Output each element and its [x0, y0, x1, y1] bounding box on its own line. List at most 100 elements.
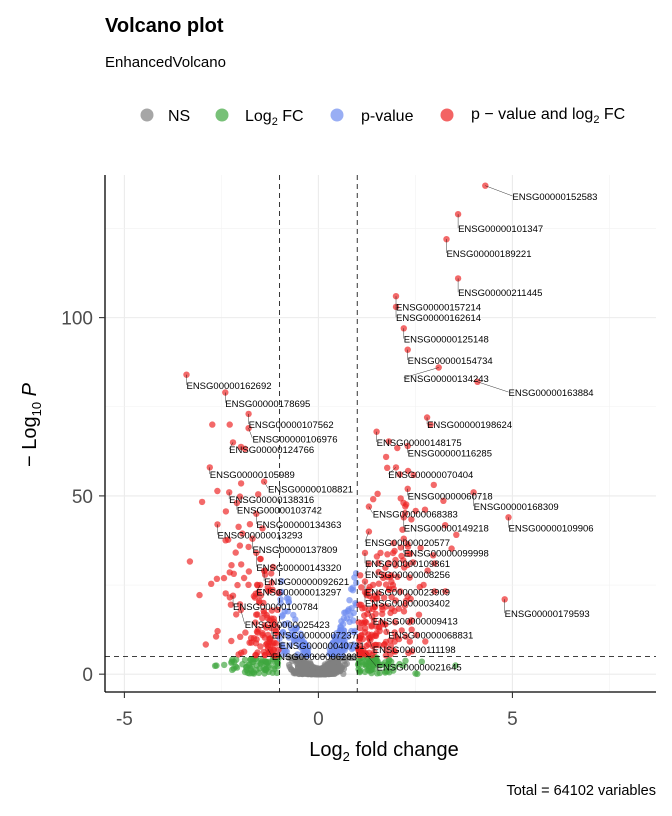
point-pvalue-and-fc: [227, 601, 235, 608]
point-fc: [265, 668, 272, 676]
gene-label-ENSG00000025423: ENSG00000025423: [245, 620, 330, 631]
point-fc: [374, 661, 381, 668]
point-pvalue-and-fc: [252, 651, 260, 659]
gene-label-ENSG00000109861: ENSG00000109861: [365, 559, 450, 570]
point-pvalue-and-fc: [209, 421, 216, 428]
legend-label-pvalue: p-value: [361, 108, 414, 125]
point-pvalue-and-fc: [375, 590, 382, 597]
point-pvalue-and-fc: [246, 521, 254, 528]
point-pvalue-and-fc: [237, 633, 244, 640]
point-pvalue: [277, 596, 284, 603]
point-pvalue-and-fc: [259, 525, 266, 532]
point-pvalue-and-fc: [431, 588, 438, 595]
point-pvalue-and-fc: [222, 590, 229, 597]
legend: NS Log2 FC p-value p − value and log2 FC: [140, 106, 625, 128]
point-pvalue-and-fc: [392, 619, 399, 626]
point-pvalue: [283, 594, 291, 602]
point-pvalue-and-fc: [371, 603, 379, 611]
point-pvalue-and-fc: [259, 615, 266, 622]
point-fc: [221, 661, 228, 669]
point-pvalue-and-fc: [274, 606, 281, 613]
point-ENSG00000157214: [392, 293, 400, 300]
point-pvalue: [346, 597, 353, 604]
point-pvalue-and-fc: [398, 552, 405, 560]
point-pvalue-and-fc: [372, 632, 379, 639]
gene-label-ENSG00000092621: ENSG00000092621: [264, 577, 349, 588]
point-pvalue-and-fc: [392, 562, 399, 569]
gene-label-ENSG00000168309: ENSG00000168309: [474, 502, 559, 513]
point-pvalue-and-fc: [245, 543, 252, 551]
point-pvalue-and-fc: [253, 611, 260, 618]
point-pvalue-and-fc: [396, 471, 403, 478]
point-pvalue-and-fc: [381, 641, 388, 648]
point-pvalue-and-fc: [409, 559, 417, 566]
gridlines: [105, 175, 656, 692]
gene-label-ENSG00000068383: ENSG00000068383: [373, 509, 458, 520]
point-pvalue-and-fc: [196, 591, 203, 599]
gene-label-ENSG00000020577: ENSG00000020577: [365, 538, 450, 549]
point-pvalue: [350, 629, 358, 636]
point-pvalue-and-fc: [256, 555, 264, 563]
gene-label-ENSG00000108821: ENSG00000108821: [268, 484, 353, 495]
point-ENSG00000100784: [229, 592, 237, 599]
point-pvalue-and-fc: [268, 607, 276, 614]
point-pvalue-and-fc: [198, 498, 206, 506]
chart-title: Volcano plot: [105, 15, 224, 37]
point-pvalue-and-fc: [257, 643, 264, 650]
label-connector: [248, 428, 253, 439]
point-pvalue-and-fc: [268, 570, 275, 577]
point-pvalue-and-fc: [399, 526, 406, 533]
point-pvalue-and-fc: [208, 580, 215, 587]
point-pvalue-and-fc: [382, 564, 389, 571]
point-pvalue-and-fc: [373, 553, 381, 560]
point-pvalue-and-fc: [357, 601, 365, 608]
point-pvalue-and-fc: [269, 563, 277, 571]
point-pvalue-and-fc: [230, 570, 237, 577]
point-pvalue-and-fc: [239, 530, 246, 537]
point-fc: [414, 670, 421, 678]
point-pvalue-and-fc: [214, 487, 221, 495]
gene-label-ENSG00000149218: ENSG00000149218: [404, 524, 489, 535]
point-pvalue-and-fc: [368, 613, 376, 620]
point-pvalue-and-fc: [255, 491, 262, 498]
point-fc: [388, 658, 395, 665]
point-pvalue-and-fc: [442, 588, 449, 595]
point-pvalue: [340, 627, 347, 634]
point-pvalue: [303, 648, 311, 655]
point-ns: [340, 665, 348, 672]
point-fc: [390, 667, 397, 674]
label-connector: [485, 185, 513, 197]
point-pvalue-and-fc: [275, 646, 282, 653]
legend-label-fc: Log2 FC: [245, 108, 304, 128]
legend-swatch-pvalue-and-fc: [440, 108, 454, 122]
point-ENSG00000109861: [361, 549, 369, 557]
gene-labels: ENSG00000152583 ENSG00000101347 ENSG000001…: [186, 185, 597, 674]
point-pvalue: [286, 642, 294, 649]
point-fc: [402, 657, 409, 664]
point-ENSG00000162614: [392, 303, 400, 311]
point-pvalue-and-fc: [394, 444, 401, 452]
label-connector: [368, 638, 373, 649]
chart-subtitle: EnhancedVolcano: [105, 54, 226, 71]
point-pvalue-and-fc: [358, 584, 365, 591]
point-pvalue-and-fc: [387, 609, 394, 617]
point-pvalue-and-fc: [395, 605, 402, 612]
point-pvalue-and-fc: [245, 581, 252, 588]
point-fc: [233, 664, 241, 671]
point-pvalue-and-fc: [213, 575, 221, 582]
gene-label-ENSG00000154734: ENSG00000154734: [408, 356, 493, 367]
point-pvalue-and-fc: [404, 561, 411, 569]
point-pvalue-and-fc: [235, 523, 242, 530]
point-pvalue-and-fc: [366, 583, 373, 591]
point-fc: [269, 657, 276, 665]
point-pvalue-and-fc: [379, 610, 386, 618]
gene-label-ENSG00000008256: ENSG00000008256: [365, 570, 450, 581]
point-pvalue-and-fc: [390, 539, 397, 547]
gene-label-ENSG00000137809: ENSG00000137809: [252, 545, 337, 556]
point-pvalue: [285, 634, 293, 641]
point-pvalue-and-fc: [375, 568, 382, 576]
point-ENSG00000108821: [260, 478, 268, 485]
point-pvalue-and-fc: [270, 646, 277, 653]
point-ENSG00000134363: [253, 510, 260, 517]
label-connector: [364, 531, 370, 542]
